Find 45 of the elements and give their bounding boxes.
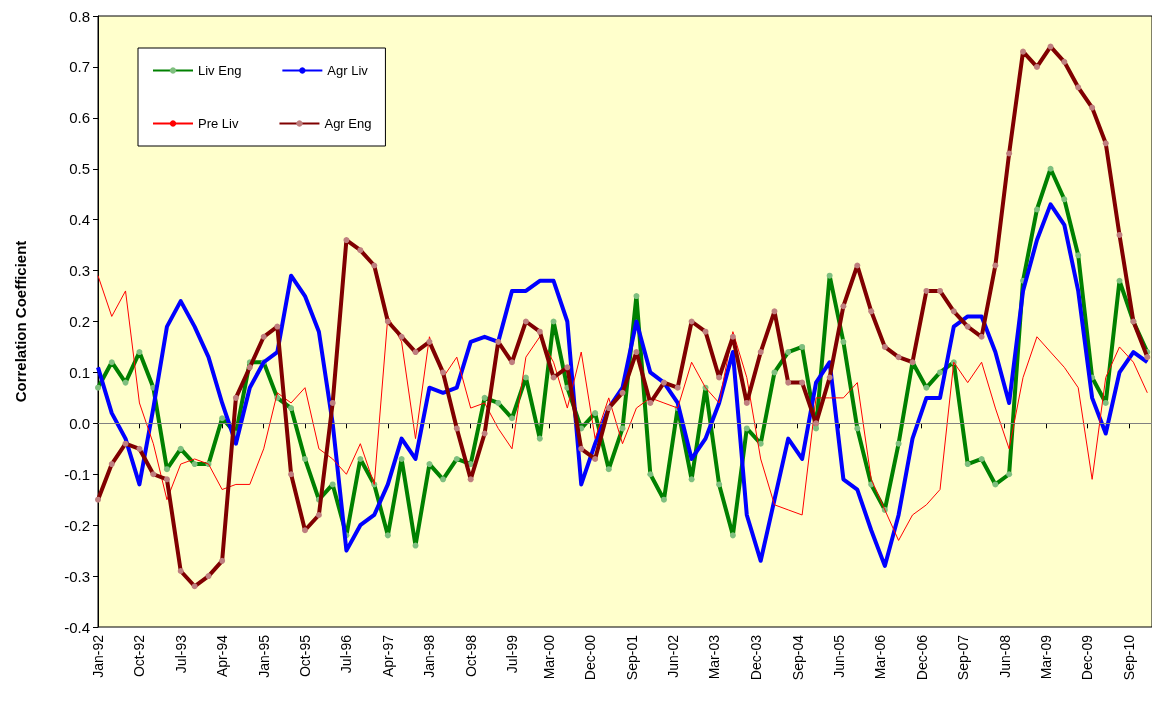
- x-tick-label: Sep-01: [623, 634, 640, 681]
- x-tick-label: Dec-00: [582, 634, 599, 681]
- x-tick-label: Sep-04: [789, 634, 806, 681]
- x-tick-label: Jan-95: [255, 634, 272, 678]
- x-tick-label: Jan-98: [421, 634, 438, 678]
- x-tick-label: Sep-07: [955, 634, 972, 681]
- y-tick-label: -0.2: [64, 516, 90, 534]
- x-tick-label: Mar-09: [1037, 634, 1054, 680]
- y-tick-label: -0.3: [64, 567, 90, 585]
- y-tick-label: 0.1: [69, 363, 90, 381]
- line-series: [97, 275, 1148, 541]
- x-tick-label: Apr-97: [379, 634, 396, 678]
- y-tick-label: -0.4: [64, 618, 90, 636]
- x-tick-label: Jul-93: [172, 634, 189, 674]
- y-tick-label: 0.7: [69, 58, 90, 76]
- y-axis-title: Correlation Coefficient: [12, 240, 29, 403]
- x-tick-label: Mar-06: [872, 634, 889, 680]
- x-tick-label: Oct-92: [131, 634, 148, 678]
- y-tick-label: 0.6: [69, 109, 90, 127]
- x-tick-label: Dec-06: [913, 634, 930, 681]
- y-tick-label: 0.4: [69, 211, 90, 229]
- x-tick-label: Jun-08: [996, 634, 1013, 678]
- y-tick-label: -0.1: [64, 465, 90, 483]
- x-tick-label: Jun-05: [830, 634, 847, 678]
- x-tick-label: Mar-03: [706, 634, 723, 680]
- x-tick-label: Sep-10: [1120, 634, 1137, 681]
- y-tick-label: 0.3: [69, 262, 90, 280]
- y-tick-label: 0.2: [69, 313, 90, 330]
- x-tick-label: Oct-98: [462, 634, 479, 678]
- x-tick-label: Dec-09: [1079, 634, 1096, 681]
- x-tick-label: Jan-92: [90, 634, 106, 678]
- y-tick-label: 0.5: [69, 160, 90, 178]
- x-tick-label: Dec-03: [748, 634, 765, 681]
- y-tick-label: 0.8: [69, 7, 90, 25]
- x-tick-label: Jul-99: [503, 634, 520, 674]
- x-tick-label: Apr-94: [214, 634, 231, 678]
- x-tick-label: Jul-96: [338, 634, 355, 674]
- y-tick-label: 0.0: [69, 414, 90, 432]
- x-tick-label: Oct-95: [296, 634, 313, 678]
- legend-label: Agr Liv: [327, 63, 369, 78]
- x-tick-label: Mar-00: [540, 634, 557, 680]
- x-tick-label: Jun-02: [665, 634, 682, 678]
- legend-label: Pre Liv: [198, 116, 239, 131]
- legend-label: Agr Eng: [324, 116, 372, 131]
- legend-label: Liv Eng: [198, 63, 242, 78]
